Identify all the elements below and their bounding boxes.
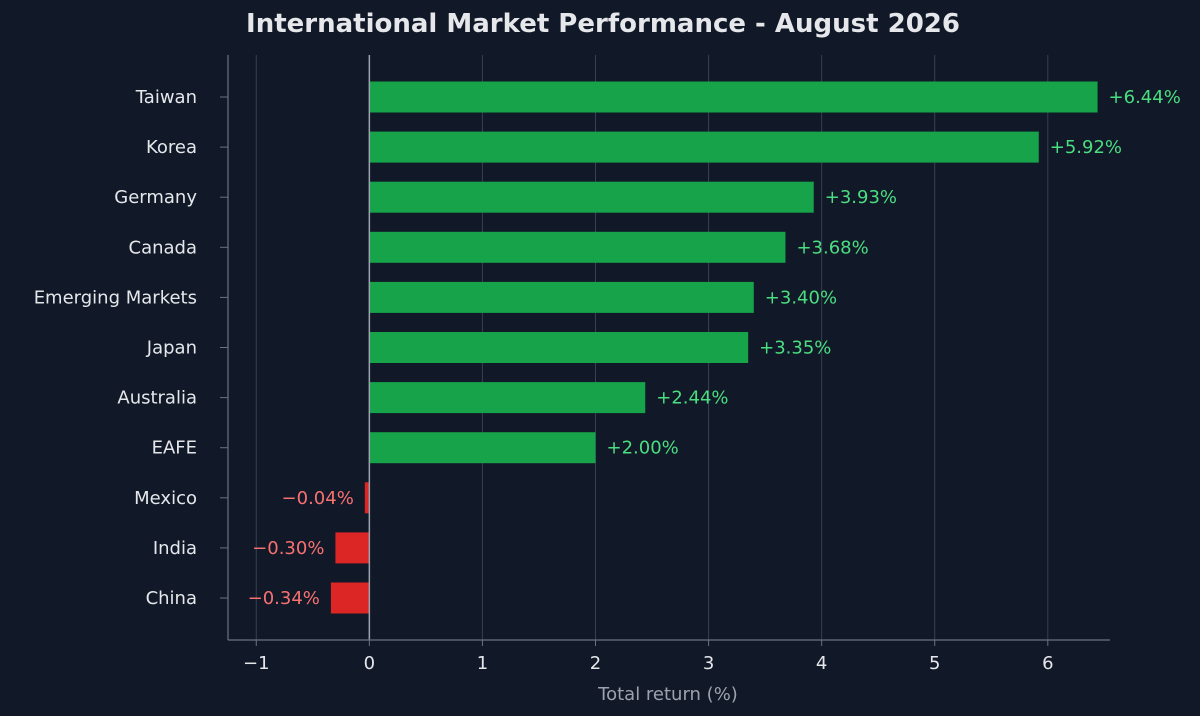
- bar-emerging-markets: [369, 281, 754, 313]
- bar-taiwan: [369, 81, 1098, 113]
- category-label: Mexico: [134, 488, 197, 509]
- value-label: +2.00%: [607, 438, 679, 459]
- value-label: +3.93%: [825, 187, 897, 208]
- value-label: +5.92%: [1050, 137, 1122, 158]
- x-axis-title: Total return (%): [597, 684, 738, 705]
- value-label: −0.04%: [282, 488, 354, 509]
- category-label: EAFE: [152, 438, 197, 459]
- x-tick-label: −1: [243, 653, 270, 674]
- category-label: China: [146, 588, 197, 609]
- x-tick-label: 6: [1042, 653, 1053, 674]
- value-label: +3.68%: [796, 237, 868, 258]
- bar-china: [330, 582, 370, 614]
- category-label: Germany: [114, 187, 197, 208]
- bar-germany: [369, 181, 814, 213]
- value-label: −0.34%: [248, 588, 320, 609]
- category-label: Emerging Markets: [34, 287, 197, 308]
- bar-mexico: [364, 482, 370, 514]
- x-tick-label: 5: [929, 653, 940, 674]
- value-label: −0.30%: [252, 538, 324, 559]
- x-tick-label: 4: [816, 653, 827, 674]
- value-label: +3.35%: [759, 338, 831, 359]
- category-label: India: [153, 538, 197, 559]
- x-tick-label: 3: [703, 653, 714, 674]
- bar-canada: [369, 231, 786, 263]
- category-label: Canada: [129, 237, 198, 258]
- value-label: +6.44%: [1109, 87, 1181, 108]
- bars: [330, 81, 1098, 614]
- category-label: Japan: [146, 338, 197, 359]
- x-tick-label: 1: [477, 653, 488, 674]
- bar-eafe: [369, 432, 596, 464]
- x-tick-label: 0: [364, 653, 375, 674]
- category-label: Australia: [117, 388, 197, 409]
- value-label: +3.40%: [765, 287, 837, 308]
- category-label: Taiwan: [135, 87, 197, 108]
- category-label: Korea: [146, 137, 197, 158]
- bar-australia: [369, 382, 646, 414]
- value-label: +2.44%: [656, 388, 728, 409]
- bar-korea: [369, 131, 1039, 163]
- axes: [220, 55, 1110, 646]
- chart-title: International Market Performance - Augus…: [246, 9, 960, 39]
- bar-india: [335, 532, 370, 564]
- x-tick-label: 2: [590, 653, 601, 674]
- labels: −1 0 1 2 3 4 5 6 Taiwan +6.44% Korea +5.92% Germany +…: [34, 87, 1181, 674]
- bar-japan: [369, 332, 749, 363]
